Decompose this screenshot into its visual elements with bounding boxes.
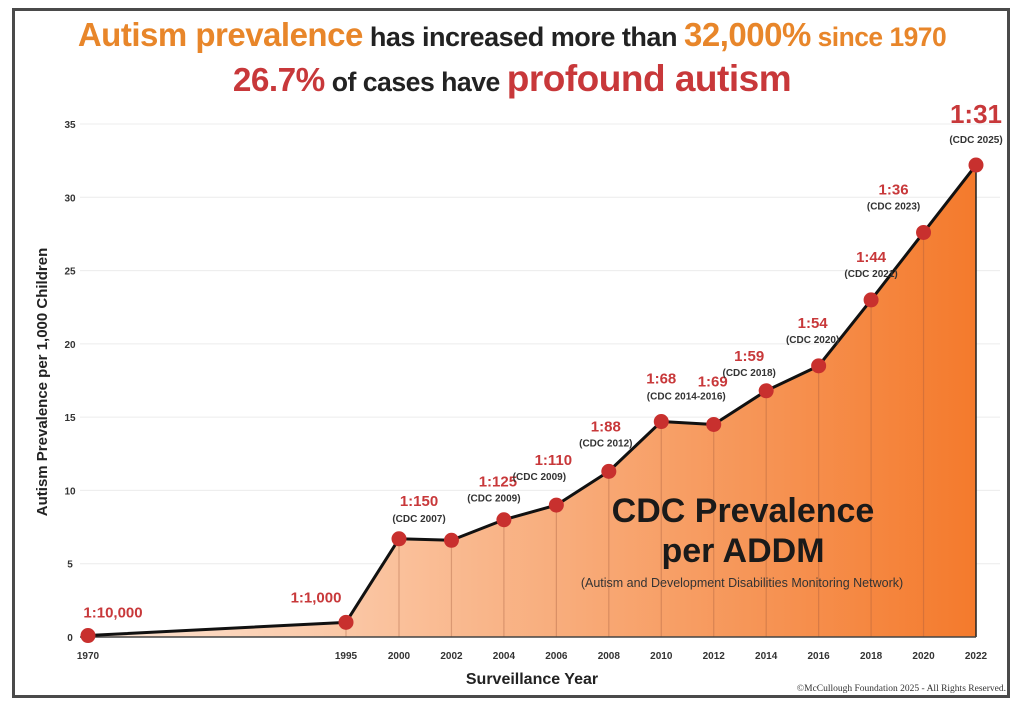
ratio-label: 1:1,000 (291, 589, 342, 606)
source-label: (CDC 2012) (579, 438, 632, 449)
ratio-label: 1:54 (798, 315, 829, 332)
y-axis-ticks: 0 5 10 15 20 25 30 35 (64, 120, 76, 644)
ratio-label: 1:31 (950, 99, 1002, 129)
x-tick-label: 2018 (860, 651, 883, 662)
data-point (443, 532, 459, 548)
headline-percent-increase: 32,000% (684, 16, 811, 53)
x-tick-label: 2004 (493, 651, 516, 662)
data-point (496, 512, 512, 528)
x-tick-label: 2006 (545, 651, 568, 662)
headline-cases-text: of cases have (324, 67, 507, 97)
data-point (863, 292, 879, 308)
x-axis-label: Surveillance Year (466, 671, 598, 688)
x-tick-label: 2020 (912, 651, 935, 662)
y-tick-label: 15 (64, 413, 76, 424)
x-tick-label: 1970 (77, 651, 100, 662)
annotation-title-line-1: CDC Prevalence (612, 492, 875, 530)
x-tick-label: 2012 (703, 651, 726, 662)
copyright-notice: ©McCullough Foundation 2025 - All Rights… (796, 684, 1006, 694)
y-axis-label: Autism Prevalence per 1,000 Children (34, 248, 51, 516)
headline-profound-percent: 26.7% (232, 62, 325, 99)
x-tick-label: 2022 (965, 651, 988, 662)
y-tick-label: 5 (67, 560, 73, 571)
x-tick-label: 2008 (598, 651, 621, 662)
data-point (548, 497, 564, 513)
ratio-label: 1:88 (591, 418, 621, 435)
headline-profound-autism: profound autism (506, 58, 792, 99)
data-point (391, 531, 407, 547)
source-label: (CDC 2014-2016) (647, 392, 726, 403)
data-point (758, 383, 774, 399)
data-point (706, 416, 722, 432)
data-point (338, 614, 354, 630)
data-point (653, 414, 669, 430)
source-label: (CDC 2020) (786, 335, 839, 346)
data-point (811, 358, 827, 374)
headline-increased-text: has increased more than (362, 22, 685, 52)
ratio-label: 1:10,000 (83, 605, 142, 622)
data-point (80, 628, 96, 644)
annotation-title-line-2: per ADDM (661, 532, 824, 570)
x-tick-label: 2002 (440, 651, 463, 662)
y-tick-label: 0 (67, 633, 73, 644)
data-point (916, 224, 932, 240)
ratio-label: 1:44 (856, 249, 887, 266)
x-tick-label: 2016 (808, 651, 831, 662)
y-tick-label: 30 (64, 193, 76, 204)
source-label: (CDC 2023) (867, 201, 920, 212)
ratio-label: 1:68 (646, 371, 676, 388)
ratio-label: 1:69 (698, 373, 728, 390)
headline-since-year: since 1970 (810, 22, 947, 52)
headline-line-1: Autism prevalence has increased more tha… (0, 16, 1024, 54)
ratio-label: 1:59 (734, 348, 764, 365)
prevalence-line (87, 164, 978, 638)
headline-line-2: 26.7% of cases have profound autism (0, 58, 1024, 100)
ratio-label: 1:110 (535, 452, 573, 469)
annotation-subtitle: (Autism and Development Disabilities Mon… (581, 576, 903, 590)
x-tick-label: 2014 (755, 651, 778, 662)
ratio-label: 1:150 (400, 493, 438, 510)
addm-annotation: CDC Prevalence per ADDM (Autism and Deve… (581, 492, 903, 590)
x-tick-label: 1995 (335, 651, 358, 662)
source-label: (CDC 2007) (392, 514, 445, 525)
x-tick-label: 2010 (650, 651, 673, 662)
y-tick-label: 10 (64, 486, 76, 497)
data-point (968, 157, 984, 173)
source-label: (CDC 2009) (513, 472, 566, 483)
data-markers (80, 157, 984, 644)
source-label: (CDC 2025) (949, 135, 1002, 146)
x-tick-label: 2000 (388, 651, 411, 662)
y-tick-label: 35 (64, 120, 76, 131)
prevalence-area (88, 165, 976, 638)
y-tick-label: 20 (64, 340, 76, 351)
ratio-label: 1:125 (479, 474, 517, 491)
x-axis-ticks: 1970 1995 2000 2002 2004 2006 2008 2010 2012 2014… (77, 651, 988, 662)
y-tick-label: 25 (64, 267, 76, 278)
drop-lines (345, 165, 977, 637)
source-label: (CDC 2021) (844, 269, 897, 280)
source-label: (CDC 2018) (723, 368, 776, 379)
ratio-label: 1:36 (879, 181, 909, 198)
headline-autism-prevalence: Autism prevalence (77, 16, 363, 53)
data-point (601, 463, 617, 479)
source-label: (CDC 2009) (467, 494, 520, 505)
